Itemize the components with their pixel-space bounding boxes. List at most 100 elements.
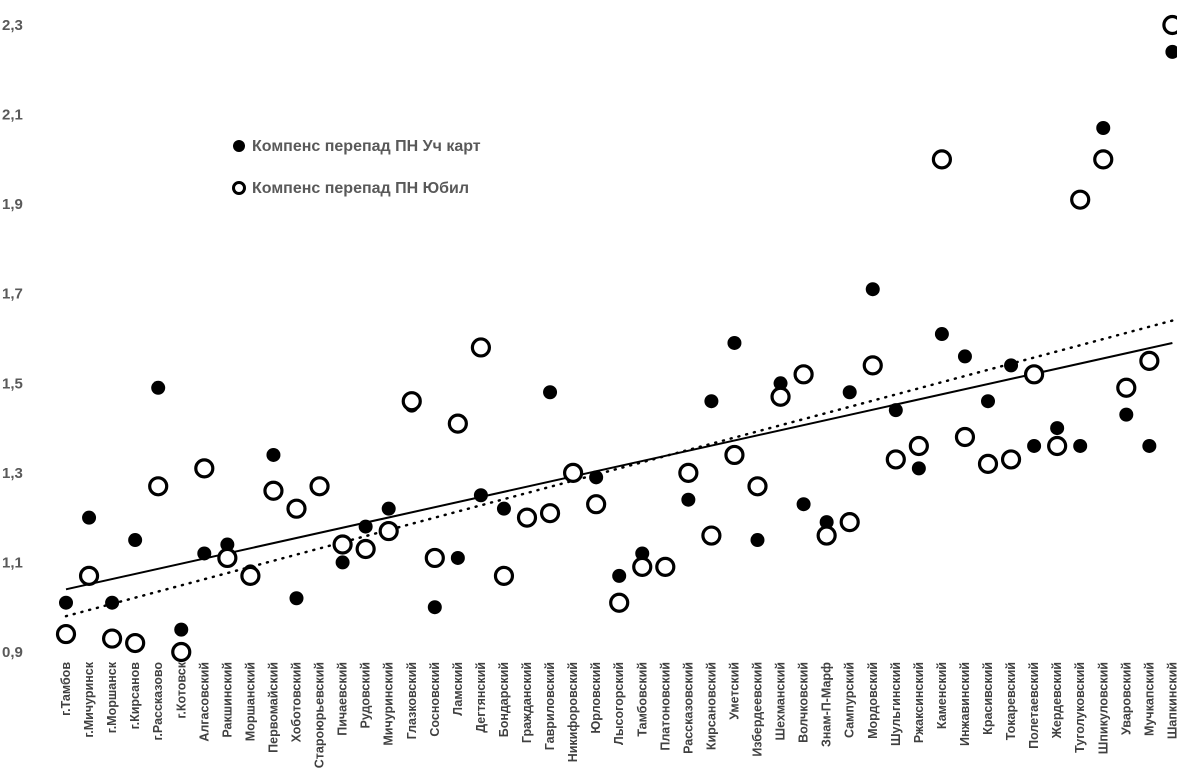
point-series-1 (1142, 438, 1157, 453)
x-tick-label: Уваровский (1119, 662, 1133, 735)
point-series-2 (493, 565, 515, 586)
x-tick-label: Сосновский (428, 662, 442, 737)
point-series-1 (750, 533, 765, 548)
x-tick-label: Мучкапский (1142, 662, 1156, 736)
x-tick-label: Моршанский (243, 662, 257, 741)
point-series-1 (543, 385, 558, 400)
point-series-1 (796, 497, 811, 512)
point-series-1 (1119, 407, 1134, 422)
x-tick-label: Сампурский (843, 662, 857, 738)
point-series-1 (128, 533, 143, 548)
x-tick-label: г.Кирсанов (128, 662, 142, 730)
point-series-2 (55, 623, 77, 645)
x-tick-label: Рассказовский (681, 662, 695, 754)
point-series-1 (59, 595, 73, 610)
point-series-1 (1165, 44, 1177, 59)
point-series-2 (1000, 449, 1022, 470)
point-series-1 (773, 376, 788, 391)
x-tick-label: Избердеевский (751, 662, 765, 757)
y-tick-label: 1,9 (2, 196, 23, 213)
y-tick-label: 1,3 (2, 465, 23, 482)
point-series-2 (1023, 364, 1045, 385)
point-series-2 (1162, 14, 1177, 36)
point-series-2 (655, 556, 676, 578)
x-tick-label: Шульгинский (889, 662, 903, 746)
x-tick-label: г.Котовск (174, 661, 188, 718)
point-series-2 (609, 592, 630, 613)
x-tick-label: Дегтянский (474, 662, 488, 733)
x-tick-label: Ламский (451, 662, 465, 716)
point-series-1 (266, 447, 281, 462)
x-tick-label: Мичуринский (382, 662, 396, 746)
point-series-2 (194, 458, 215, 479)
point-series-1 (704, 394, 719, 409)
point-series-1 (865, 282, 880, 297)
point-series-1 (220, 537, 235, 552)
x-tick-label: Первомайский (266, 662, 280, 753)
point-series-2 (470, 337, 491, 358)
point-series-2 (101, 628, 123, 649)
point-series-2 (816, 525, 837, 546)
point-series-2 (378, 520, 399, 542)
point-series-1 (612, 568, 627, 583)
x-tick-label: Шапкинский (1165, 662, 1177, 739)
point-series-1 (1027, 438, 1042, 453)
x-tick-label: Хоботовский (290, 662, 304, 742)
x-tick-label: Шпикуловский (1096, 662, 1110, 754)
point-series-1 (174, 622, 189, 637)
x-tick-label: Мордовский (866, 662, 880, 739)
point-series-2 (332, 534, 353, 555)
y-tick-label: 0,9 (2, 644, 23, 661)
trendline-solid (65, 342, 1173, 591)
y-tick-label: 1,1 (2, 554, 23, 571)
x-tick-label: Гавриловский (543, 662, 557, 750)
point-series-1 (934, 327, 949, 342)
point-series-1 (1050, 421, 1065, 436)
legend: Компенс перепад ПН Уч карт Компенс переп… (232, 138, 481, 197)
y-tick-label: 2,3 (2, 17, 23, 34)
x-tick-label: Тамбовский (635, 662, 649, 737)
point-series-1 (888, 403, 903, 418)
point-series-2 (516, 507, 538, 528)
point-series-2 (632, 556, 653, 578)
legend-label-series-2: Компенс перепад ПН Юбил (252, 180, 469, 197)
point-series-1 (911, 461, 926, 476)
point-series-2 (240, 565, 261, 586)
point-series-1 (1073, 438, 1088, 453)
point-series-2 (954, 426, 976, 448)
x-tick-label: Юрловский (589, 662, 603, 734)
point-series-1 (727, 335, 742, 350)
x-tick-label: Кирсановский (704, 662, 718, 750)
point-series-2 (701, 525, 722, 546)
point-series-2 (217, 547, 238, 569)
point-series-2 (148, 476, 169, 497)
point-series-1 (358, 519, 373, 534)
y-tick-label: 1,5 (2, 375, 23, 392)
x-tick-label: г.Тамбов (59, 662, 73, 716)
point-series-2 (539, 503, 561, 524)
x-tick-label: Глазковский (405, 662, 419, 739)
x-tick-label: г.Моршанск (105, 661, 119, 733)
point-series-2 (1116, 377, 1137, 398)
point-series-2 (747, 476, 768, 497)
point-series-2 (401, 391, 422, 412)
point-series-1 (1004, 358, 1019, 373)
y-tick-label: 1,7 (2, 286, 23, 303)
point-series-2 (355, 538, 376, 560)
point-series-1 (105, 595, 120, 610)
point-series-2 (770, 386, 791, 407)
x-tick-label: Бондарский (497, 662, 511, 737)
point-series-2 (125, 632, 146, 654)
point-series-2 (1139, 350, 1160, 371)
point-series-1 (82, 510, 97, 525)
point-series-2 (171, 641, 192, 663)
point-series-2 (839, 512, 860, 533)
x-tick-label: Красивский (981, 662, 995, 735)
x-tick-label: Никифоровский (566, 662, 580, 762)
legend-label-series-1: Компенс перепад ПН Уч карт (252, 138, 481, 155)
point-series-2 (562, 462, 584, 483)
x-tick-label: Токаревский (1004, 662, 1018, 740)
x-tick-label: Староюрьевский (313, 662, 327, 768)
point-series-1 (957, 349, 972, 364)
